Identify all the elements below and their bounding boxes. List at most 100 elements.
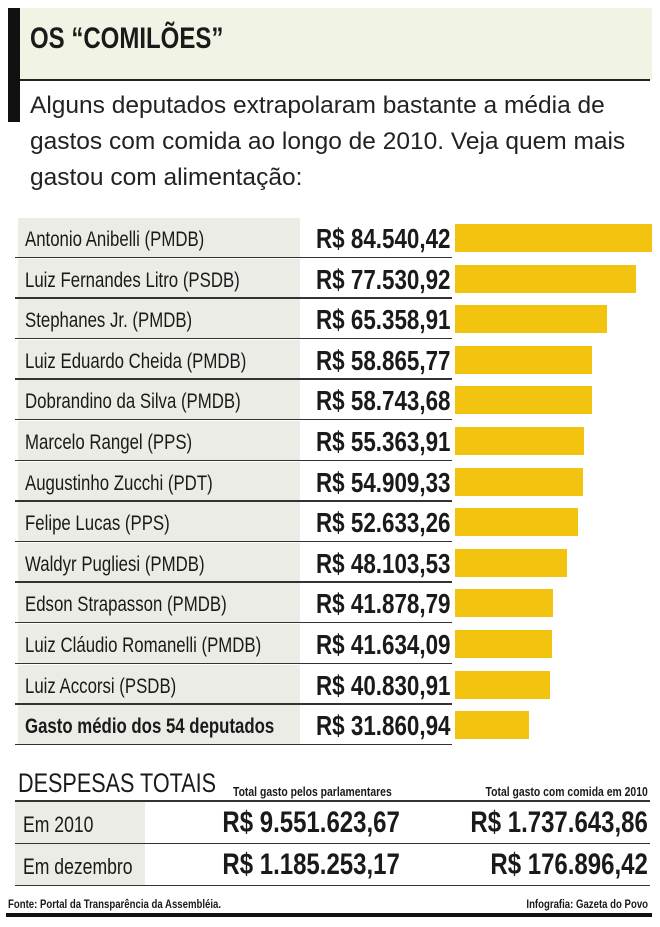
data-label: R$ 84.540,42 xyxy=(316,223,484,255)
row-divider xyxy=(15,581,452,583)
row-label: Luiz Fernandes Litro (PSDB) xyxy=(18,258,300,299)
chart-row: Luiz Fernandes Litro (PSDB) R$ 77.530,92 xyxy=(15,258,655,299)
totals-value-2: R$ 1.737.643,86 xyxy=(426,806,648,840)
bar xyxy=(455,386,592,415)
category-label: Gasto médio dos 54 deputados xyxy=(25,715,275,739)
chart-row: Stephanes Jr. (PMDB) R$ 65.358,91 xyxy=(15,299,655,340)
row-divider xyxy=(15,297,452,299)
data-label: R$ 77.530,92 xyxy=(316,264,484,296)
totals-col1-header: Total gasto pelos parlamentares xyxy=(233,784,431,799)
page-title: OS “COMILÕES” xyxy=(30,22,272,56)
title-text: OS “COMILÕES” xyxy=(30,22,224,55)
bar xyxy=(455,711,530,740)
col2-text: Total gasto com comida em 2010 xyxy=(485,784,648,799)
data-label: R$ 58.743,68 xyxy=(316,385,484,417)
row-label: Gasto médio dos 54 deputados xyxy=(18,705,300,746)
data-label: R$ 52.633,26 xyxy=(316,507,484,539)
data-label: R$ 48.103,53 xyxy=(316,548,484,580)
chart-row: Felipe Lucas (PPS) R$ 52.633,26 xyxy=(15,502,655,543)
bar xyxy=(455,427,584,455)
value-text: R$ 41.634,09 xyxy=(316,629,451,660)
chart-row: Augustinho Zucchi (PDT) R$ 54.909,33 xyxy=(15,461,655,502)
data-label: R$ 41.878,79 xyxy=(316,588,484,620)
totals-row: Em 2010 R$ 9.551.623,67 R$ 1.737.643,86 xyxy=(15,802,650,844)
totals-value-1: R$ 9.551.623,67 xyxy=(178,806,400,840)
value-text: R$ 176.896,42 xyxy=(490,848,648,881)
credit-text: Infografia: Gazeta do Povo xyxy=(526,897,648,911)
label-text: Em 2010 xyxy=(23,812,94,837)
bar xyxy=(455,264,636,293)
totals-value-1: R$ 1.185.253,17 xyxy=(178,848,400,882)
data-label: R$ 58.865,77 xyxy=(316,345,484,377)
category-label: Luiz Cláudio Romanelli (PMDB) xyxy=(25,634,262,657)
row-divider xyxy=(15,337,452,340)
row-divider xyxy=(15,500,452,502)
row-divider xyxy=(15,621,452,624)
chart-row: Luiz Accorsi (PSDB) R$ 40.830,91 xyxy=(15,664,655,705)
data-label: R$ 31.860,94 xyxy=(316,710,484,742)
row-label: Edson Strapasson (PMDB) xyxy=(18,583,300,624)
category-label: Augustinho Zucchi (PDT) xyxy=(25,471,213,495)
value-text: R$ 52.633,26 xyxy=(316,507,451,539)
row-divider xyxy=(15,662,452,664)
bottom-rule xyxy=(6,913,652,917)
totals-row-label: Em 2010 xyxy=(15,802,145,843)
totals-title: DESPESAS TOTAIS xyxy=(18,768,266,799)
value-text: R$ 58.743,68 xyxy=(316,385,451,417)
chart-row: Antonio Anibelli (PMDB) R$ 84.540,42 xyxy=(15,218,655,258)
row-divider xyxy=(15,378,452,380)
source-note: Fonte: Portal da Transparência da Assemb… xyxy=(8,897,274,911)
row-label: Waldyr Pugliesi (PMDB) xyxy=(18,542,300,583)
data-label: R$ 54.909,33 xyxy=(316,467,484,499)
chart-row: Marcelo Rangel (PPS) R$ 55.363,91 xyxy=(15,421,655,461)
category-label: Luiz Accorsi (PSDB) xyxy=(25,674,177,698)
data-label: R$ 41.634,09 xyxy=(316,629,484,661)
value-text: R$ 54.909,33 xyxy=(316,466,451,498)
bar xyxy=(455,224,652,252)
category-label: Marcelo Rangel (PPS) xyxy=(25,431,193,454)
category-label: Luiz Eduardo Cheida (PMDB) xyxy=(25,349,247,373)
category-label: Luiz Fernandes Litro (PSDB) xyxy=(25,268,240,292)
col1-text: Total gasto pelos parlamentares xyxy=(233,784,392,799)
bar xyxy=(455,670,551,699)
bar xyxy=(455,345,593,374)
credit-note: Infografia: Gazeta do Povo xyxy=(496,897,648,911)
category-label: Stephanes Jr. (PMDB) xyxy=(25,309,193,333)
value-text: R$ 1.737.643,86 xyxy=(470,806,648,839)
bar xyxy=(455,548,568,577)
value-text: R$ 77.530,92 xyxy=(316,263,451,295)
divider xyxy=(15,800,650,802)
data-label: R$ 40.830,91 xyxy=(316,670,484,702)
totals-title-text: DESPESAS TOTAIS xyxy=(18,768,217,798)
bar xyxy=(455,508,578,537)
chart-row: Luiz Cláudio Romanelli (PMDB) R$ 41.634,0… xyxy=(15,624,655,664)
value-text: R$ 41.878,79 xyxy=(316,588,451,620)
value-text: R$ 1.185.253,17 xyxy=(222,848,400,881)
row-label: Stephanes Jr. (PMDB) xyxy=(18,299,300,340)
value-text: R$ 55.363,91 xyxy=(316,426,451,457)
row-divider xyxy=(15,703,452,705)
category-label: Dobrandino da Silva (PMDB) xyxy=(25,390,241,414)
row-divider xyxy=(15,540,452,543)
label-text: Em dezembro xyxy=(23,854,133,879)
row-label: Luiz Eduardo Cheida (PMDB) xyxy=(18,339,300,380)
value-text: R$ 40.830,91 xyxy=(316,669,451,701)
category-label: Antonio Anibelli (PMDB) xyxy=(25,228,205,251)
value-text: R$ 31.860,94 xyxy=(316,710,451,742)
data-label: R$ 65.358,91 xyxy=(316,304,484,336)
bar xyxy=(455,589,553,618)
row-divider xyxy=(15,256,452,258)
source-text: Fonte: Portal da Transparência da Assemb… xyxy=(8,897,222,911)
totals-row: Em dezembro R$ 1.185.253,17 R$ 176.896,4… xyxy=(15,844,650,886)
bar xyxy=(455,630,553,658)
totals-value-2: R$ 176.896,42 xyxy=(451,848,648,882)
intro-text: Alguns deputados extrapolaram bastante a… xyxy=(30,92,626,191)
row-label: Antonio Anibelli (PMDB) xyxy=(18,218,300,258)
value-text: R$ 58.865,77 xyxy=(316,344,451,376)
row-divider xyxy=(15,418,452,421)
row-label: Marcelo Rangel (PPS) xyxy=(18,421,300,461)
bar xyxy=(455,467,583,496)
category-label: Waldyr Pugliesi (PMDB) xyxy=(25,552,205,576)
value-text: R$ 48.103,53 xyxy=(316,547,451,579)
value-text: R$ 84.540,42 xyxy=(316,223,451,254)
